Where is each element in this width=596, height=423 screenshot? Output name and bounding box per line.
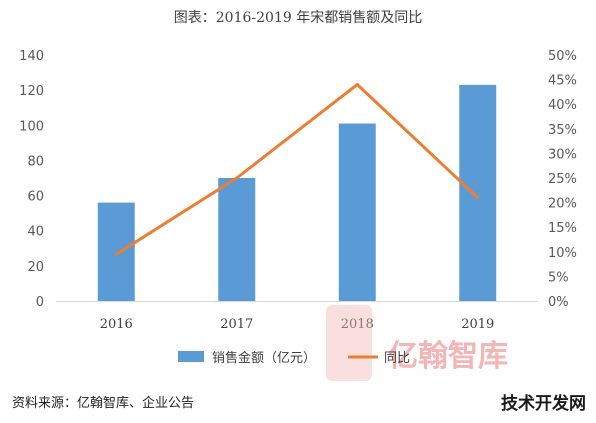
site-watermark: 技术开发网 — [501, 393, 586, 414]
y-left-tick-label: 40 — [27, 225, 44, 240]
x-tick-label: 2019 — [461, 317, 494, 332]
source-note: 资料来源：亿翰智库、企业公告 — [12, 395, 194, 411]
legend-label-bar: 销售金额（亿元） — [212, 350, 316, 366]
y-right-tick-label: 10% — [548, 246, 577, 261]
chart-title: 图表：2016-2019 年宋都销售额及同比 — [174, 10, 422, 26]
line-point — [355, 83, 359, 87]
legend-label-line: 同比 — [384, 351, 410, 366]
line-path — [115, 83, 479, 256]
y-right-tick-label: 0% — [548, 295, 569, 310]
x-axis: 2016 2017 2018 2019 — [100, 317, 495, 332]
brand-watermark-text: 亿翰智库 — [388, 339, 508, 374]
y-left-tick-label: 0 — [36, 295, 44, 310]
y-left-axis: 0 20 40 60 80 100 120 140 — [19, 49, 44, 310]
line-series — [114, 83, 480, 256]
bar — [218, 178, 256, 301]
line-point — [476, 196, 480, 200]
y-right-tick-label: 20% — [548, 197, 577, 212]
y-right-tick-label: 35% — [548, 123, 577, 138]
bar-series — [97, 84, 497, 302]
y-right-tick-label: 30% — [548, 147, 577, 162]
y-right-tick-label: 45% — [548, 74, 577, 89]
y-left-tick-label: 140 — [19, 49, 44, 64]
y-left-tick-label: 120 — [19, 84, 44, 99]
line-point — [235, 176, 239, 180]
brand-watermark: 亿翰智库 — [326, 305, 508, 381]
brand-logo-mark — [326, 305, 372, 381]
y-left-tick-label: 100 — [19, 119, 44, 134]
y-left-tick-label: 20 — [27, 260, 44, 275]
x-tick-label: 2017 — [220, 317, 253, 332]
y-right-tick-label: 15% — [548, 221, 577, 236]
x-tick-label: 2018 — [341, 317, 374, 332]
y-right-tick-label: 5% — [548, 270, 569, 285]
y-left-tick-label: 60 — [27, 190, 44, 205]
y-right-tick-label: 50% — [548, 49, 577, 64]
bar — [338, 123, 376, 302]
y-right-tick-label: 40% — [548, 98, 577, 113]
legend: 销售金额（亿元） 同比 — [178, 350, 410, 366]
legend-swatch-bar — [178, 351, 204, 362]
x-tick-label: 2016 — [100, 317, 133, 332]
bar — [97, 202, 135, 301]
y-left-tick-label: 80 — [27, 154, 44, 169]
y-right-tick-label: 25% — [548, 172, 577, 187]
line-point — [114, 252, 118, 256]
y-right-axis: 0% 5% 10% 15% 20% 25% 30% 35% 40% 45% 50% — [548, 49, 577, 310]
bar — [459, 84, 497, 301]
